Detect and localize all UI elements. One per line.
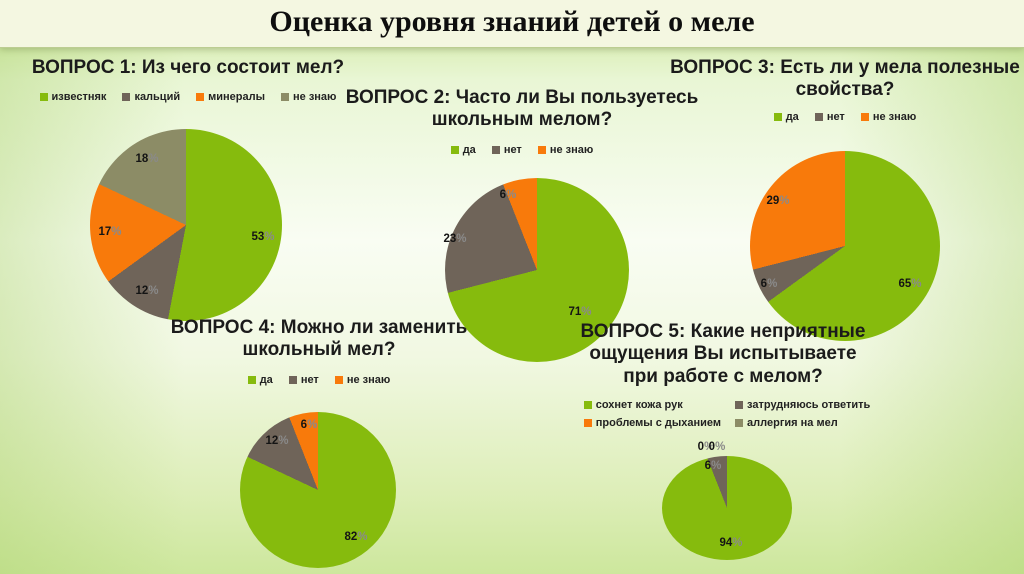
legend-swatch-icon — [773, 113, 782, 121]
legend-item: да — [450, 144, 476, 156]
legend-item: нет — [814, 111, 845, 123]
chart-title-line: ВОПРОС 5: Какие неприятные — [580, 321, 866, 342]
chart-title: ВОПРОС 1: Из чего состоит мел? — [10, 57, 366, 79]
legend-item: аллергия на мел — [735, 417, 870, 429]
chart-title-line: ВОПРОС 3: Есть ли у мела полезные — [670, 57, 1020, 78]
legend-label: не знаю — [293, 91, 337, 103]
pie-label: 6% — [300, 419, 318, 431]
slide-title: Оценка уровня знаний детей о меле — [269, 5, 755, 38]
chart-title-line: школьный мел? — [242, 339, 396, 361]
pie-chart — [445, 178, 629, 362]
pie-label: 23% — [443, 233, 467, 245]
legend-swatch-icon — [450, 146, 459, 154]
legend-label: не знаю — [872, 111, 917, 123]
pie-chart — [90, 129, 282, 321]
title-banner — [0, 0, 1024, 48]
legend-swatch-icon — [281, 93, 289, 101]
legend-swatch-icon — [247, 376, 256, 384]
pie-label: 53% — [251, 231, 275, 243]
pie-label: 65% — [898, 278, 922, 290]
legend-label: нет — [503, 144, 522, 156]
legend-label: нет — [826, 111, 845, 123]
pie-chart — [662, 456, 792, 560]
pie-label: 82% — [344, 531, 368, 543]
legend-label: не знаю — [346, 374, 391, 386]
chart-title-line: свойства? — [795, 79, 895, 101]
pie-label: 12% — [265, 435, 289, 447]
legend-swatch-icon — [196, 93, 205, 101]
legend-item: сохнет кожа рук — [583, 399, 721, 411]
pie-label: 18% — [135, 153, 159, 165]
legend-swatch-icon — [39, 93, 48, 101]
legend-swatch-icon — [735, 401, 744, 409]
legend-label: минералы — [208, 91, 265, 103]
legend-item: проблемы с дыханием — [583, 417, 722, 429]
legend-item: кальций — [122, 91, 180, 103]
chart-legend: да нет не знаю — [342, 144, 702, 156]
pie-label: 71% — [568, 306, 592, 318]
legend-label: известняк — [51, 91, 107, 103]
chart-title-line: школьным мелом? — [431, 109, 613, 131]
legend-label: да — [462, 144, 476, 156]
chart-title-line: ВОПРОС 1: Из чего состоит мел? — [31, 57, 345, 78]
pie-label: 6% — [499, 189, 517, 201]
legend-swatch-icon — [583, 401, 592, 409]
legend-item: минералы — [196, 91, 265, 103]
chart-title: ВОПРОС 4: Можно ли заменить школьный мел… — [163, 317, 475, 362]
chart-title: ВОПРОС 5: Какие неприятные ощущения Вы и… — [557, 321, 889, 388]
pie-label: 17% — [98, 226, 122, 238]
pie-chart — [240, 412, 396, 568]
legend-label: сохнет кожа рук — [595, 399, 683, 411]
legend-label: аллергия на мел — [747, 417, 838, 429]
chart-legend: сохнет кожа рук затрудняюсь ответить пробл… — [582, 399, 872, 429]
pie-label: 12% — [135, 285, 159, 297]
legend-swatch-icon — [288, 376, 297, 384]
legend-label: кальций — [134, 91, 181, 103]
legend-item: не знаю — [537, 144, 594, 156]
legend-label: проблемы с дыханием — [595, 417, 722, 429]
legend-label: да — [259, 374, 273, 386]
legend-swatch-icon — [583, 419, 592, 427]
legend-item: нет — [491, 144, 522, 156]
legend-label: не знаю — [549, 144, 594, 156]
pie-label: 94% — [719, 537, 743, 549]
chart-title-line: ощущения Вы испытываете — [589, 343, 857, 365]
legend-swatch-icon — [735, 419, 744, 427]
legend-item: известняк — [39, 91, 107, 103]
pie-label: 6% — [704, 460, 722, 472]
pie-label: 29% — [766, 195, 790, 207]
chart-legend: известняк кальций минералы не знаю — [10, 91, 366, 103]
chart-legend: да нет не знаю — [163, 374, 475, 386]
legend-item: не знаю — [281, 91, 336, 103]
pie-label: 0% — [697, 441, 715, 453]
chart-title-line: ВОПРОС 2: Часто ли Вы пользуетесь — [345, 87, 699, 108]
legend-label: затрудняюсь ответить — [747, 399, 871, 411]
legend-label: нет — [300, 374, 319, 386]
legend-swatch-icon — [860, 113, 869, 121]
chart-legend: да нет не знаю — [666, 111, 1024, 123]
pie-label: 6% — [760, 278, 778, 290]
chart-title: ВОПРОС 3: Есть ли у мела полезные свойст… — [666, 57, 1024, 102]
legend-swatch-icon — [537, 146, 546, 154]
legend-swatch-icon — [814, 113, 823, 121]
legend-item: не знаю — [860, 111, 917, 123]
legend-label: да — [785, 111, 799, 123]
legend-swatch-icon — [334, 376, 343, 384]
legend-item: не знаю — [334, 374, 391, 386]
legend-item: затрудняюсь ответить — [735, 399, 870, 411]
chart-title: ВОПРОС 2: Часто ли Вы пользуетесь школьн… — [342, 87, 702, 132]
legend-swatch-icon — [491, 146, 500, 154]
pie-label: 0% — [708, 441, 726, 453]
legend-swatch-icon — [122, 93, 131, 101]
legend-item: да — [247, 374, 273, 386]
pie-chart — [750, 151, 940, 341]
chart-title-line: при работе с мелом? — [623, 365, 823, 387]
legend-item: да — [773, 111, 799, 123]
chart-title-line: ВОПРОС 4: Можно ли заменить — [170, 317, 468, 338]
legend-item: нет — [288, 374, 319, 386]
